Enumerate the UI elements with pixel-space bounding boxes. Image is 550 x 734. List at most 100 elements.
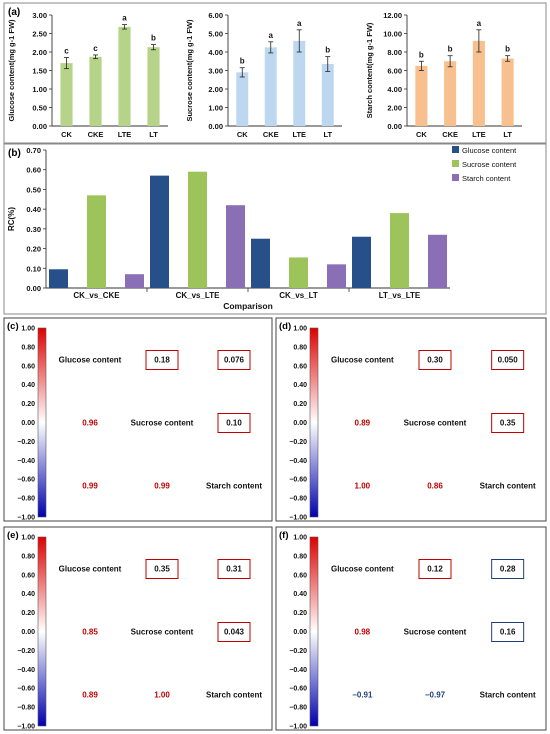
legend: Glucose content Sucrose content Starch con… — [452, 146, 517, 183]
colorbar-tick-label: −0.60 — [289, 686, 307, 693]
legend-label: Glucose content — [462, 146, 517, 155]
bar — [60, 63, 73, 126]
bar — [118, 26, 131, 127]
x-tick-label: CK_vs_LT — [279, 291, 318, 300]
upper-value-box — [217, 559, 251, 579]
correlation-panel-c: (c) 1.00 0.80 0.60 0.40 0.20 0.00 −0.20 −0.40 −0.… — [3, 317, 273, 522]
y-axis-label: Starch content(mg g-1 FW) — [365, 22, 374, 118]
significance-letter: b — [240, 57, 245, 66]
bar — [89, 56, 102, 127]
colorbar-tick-label: 1.00 — [21, 326, 35, 333]
upper-value: 0.043 — [224, 628, 245, 637]
panel-label: (f) — [279, 530, 289, 541]
upper-value-box — [217, 622, 251, 642]
upper-value-box — [217, 350, 251, 370]
diagonal-label: Sucrose content — [404, 628, 467, 637]
diagonal-label: Sucrose content — [131, 419, 194, 428]
upper-value-box — [491, 622, 525, 642]
rc-bar — [327, 264, 346, 288]
x-tick-label: CKE — [442, 130, 458, 139]
y-tick-label: 0.50 — [32, 104, 47, 113]
colorbar-tick-label: 0.00 — [293, 629, 307, 636]
y-tick-label: 0.50 — [26, 185, 41, 194]
upper-value: 0.31 — [226, 565, 242, 574]
colorbar-tick-label: 0.40 — [21, 591, 35, 598]
correlation-value: 1.00 — [154, 691, 170, 700]
panel-frame — [275, 526, 547, 731]
colorbar-tick-label: −0.20 — [289, 439, 307, 446]
upper-value-box — [418, 559, 452, 579]
correlation-value: 0.99 — [82, 482, 98, 491]
significance-letter: b — [151, 34, 156, 43]
diagonal-label: Sucrose content — [131, 628, 194, 637]
y-tick-label: 2.00 — [208, 85, 223, 94]
significance-letter: a — [122, 14, 127, 23]
x-tick-label: LT_vs_LTE — [379, 291, 421, 300]
colorbar-tick-label: 0.80 — [293, 553, 307, 560]
colorbar — [37, 327, 47, 518]
correlation-panel-e: (e) 1.000.800.600.400.200.00−0.20−0.40−0.… — [3, 526, 273, 731]
y-tick-label: 3.00 — [32, 11, 47, 20]
rc-bar — [226, 205, 245, 288]
upper-value: 0.30 — [427, 356, 443, 365]
colorbar-tick-label: −0.60 — [289, 477, 307, 484]
colorbar-tick-label: 0.80 — [293, 344, 307, 351]
bar — [236, 72, 249, 126]
correlation-value: 1.00 — [355, 482, 371, 491]
x-tick-label: CK — [61, 130, 72, 139]
colorbar-tick-label: −0.80 — [17, 705, 35, 712]
upper-value-box — [491, 350, 525, 370]
panel-frame — [275, 317, 547, 522]
diagonal-label: Sucrose content — [404, 419, 467, 428]
colorbar-tick-label: 0.40 — [293, 591, 307, 598]
colorbar-tick-label: −1.00 — [17, 515, 35, 522]
correlation-value: 0.85 — [82, 628, 98, 637]
diagonal-label: Glucose content — [331, 565, 394, 574]
colorbar-tick-label: 0.60 — [293, 363, 307, 370]
colorbar-tick-label: 0.40 — [293, 382, 307, 389]
y-tick-label: 0.10 — [26, 264, 41, 273]
correlation-panels: (c) 1.000.800.600.400.200.00−0.20−0.40−0.… — [3, 317, 547, 731]
x-tick-label: LT — [503, 130, 512, 139]
y-axis-label: Sucrose content(mg g-1 FW) — [185, 19, 194, 122]
diagonal-label: Glucose content — [331, 356, 394, 365]
colorbar-tick-label: 0.80 — [21, 553, 35, 560]
colorbar-tick-label: −1.00 — [289, 515, 307, 522]
upper-value-box — [145, 350, 179, 370]
y-tick-label: 4.00 — [387, 85, 402, 94]
panel-a-bar-charts: (a) 0.00 0.50 1.00 1.50 2.00 2.50 3.00 Glucose c… — [3, 2, 547, 144]
colorbar-tick-label: −0.40 — [17, 458, 35, 465]
x-tick-label: LTE — [292, 130, 306, 139]
significance-letter: a — [477, 19, 482, 28]
upper-value: 0.10 — [226, 419, 242, 428]
upper-value: 0.35 — [500, 419, 516, 428]
x-tick-label: LT — [149, 130, 158, 139]
upper-value: 0.28 — [500, 565, 516, 574]
x-tick-label: CK — [416, 130, 427, 139]
colorbar-tick-label: 0.60 — [21, 363, 35, 370]
colorbar-tick-label: 1.00 — [293, 326, 307, 333]
upper-value-box — [217, 413, 251, 433]
y-tick-label: 0.00 — [26, 284, 41, 293]
y-tick-label: 3.00 — [208, 67, 223, 76]
colorbar-tick-label: 0.20 — [293, 401, 307, 408]
rc-bar — [289, 257, 308, 288]
bar — [147, 47, 160, 126]
colorbar — [309, 536, 319, 727]
colorbar-tick-label: 0.00 — [293, 420, 307, 427]
legend-label: Starch content — [462, 174, 511, 183]
x-axis-label: Comparison — [223, 301, 273, 311]
legend-swatch — [452, 160, 459, 167]
bar-chart-1: 0.00 0.50 1.00 1.50 2.00 2.50 3.00 Glucose cont… — [7, 11, 168, 139]
bar — [444, 61, 457, 126]
legend-swatch — [452, 146, 459, 153]
correlation-value: −0.91 — [352, 691, 373, 700]
significance-letter: b — [419, 50, 424, 59]
x-tick-label: CKE — [263, 130, 279, 139]
y-tick-label: 0.70 — [26, 146, 41, 155]
y-tick-label: 2.50 — [32, 30, 47, 39]
upper-value: 0.16 — [500, 628, 516, 637]
colorbar — [37, 536, 47, 727]
y-tick-label: 10.00 — [383, 30, 402, 39]
y-tick-label: 0.30 — [26, 225, 41, 234]
